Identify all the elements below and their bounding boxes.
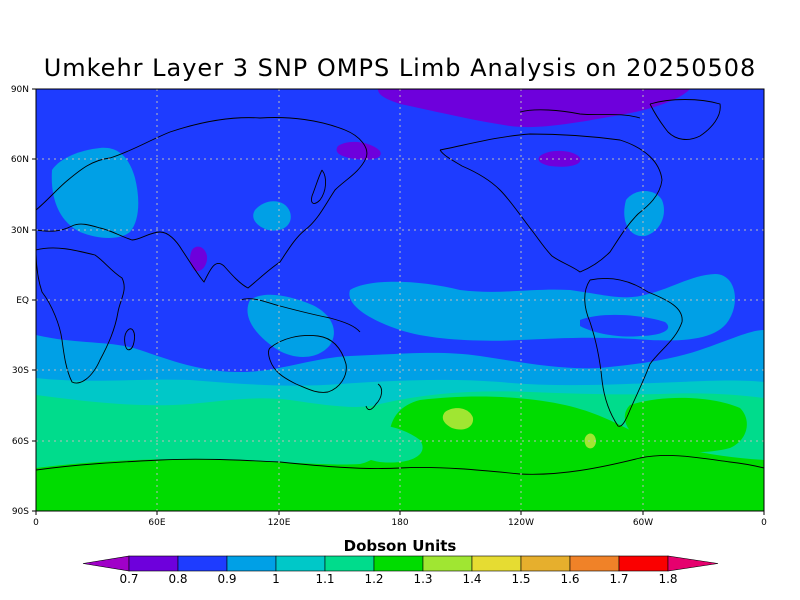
colorbar-title: Dobson Units [343,537,457,555]
colorbar-level-label: 1.5 [511,572,530,586]
lat-tick-label: 30N [11,226,29,236]
colorbar-level-label: 1.3 [413,572,432,586]
colorbar-swatch [226,555,277,572]
lon-tick-label: 120E [268,518,291,528]
coast-greenland [649,99,721,140]
colorbar-swatch [373,555,424,572]
contour-tropical-west [247,294,334,357]
coast-north-america [439,133,663,273]
map-grid [36,89,764,511]
contour-west-atlantic [624,191,665,237]
colorbar-level-label: 1.1 [315,572,334,586]
colorbar-swatch [569,555,620,572]
colorbar-swatch [275,555,326,572]
contour-bering-min [336,141,381,160]
contour-1.2-1.3-atlantic [624,397,747,453]
lat-tick-label: 60S [12,437,29,447]
coast-new-zealand [365,383,383,411]
colorbar-swatch [520,555,571,572]
colorbar-swatch [324,555,375,572]
colorbar-level-label: 1.2 [364,572,383,586]
colorbar-swatch [618,555,669,572]
lat-tick-label: 30S [12,366,29,376]
contour-1.3-1.4-max [442,408,474,430]
colorbar-labels: 0.7 0.8 0.9 1 1.1 1.2 1.3 1.4 1.5 1.6 1.7 1.8 [119,572,677,586]
colorbar-max-arrow [667,555,719,572]
lat-tick-label: 90S [12,507,29,517]
lon-tick-label: 0 [33,518,39,528]
lon-tick-label: 120W [508,518,534,528]
contour-india-min [189,246,208,272]
coast-europe-asia [36,117,368,289]
lat-tick-label: EQ [16,296,29,306]
coast-south-america [584,278,683,427]
coast-australia [268,335,347,393]
chart-title: Umkehr Layer 3 SNP OMPS Limb Analysis on… [43,54,757,82]
colorbar-level-label: 0.7 [119,572,138,586]
coast-africa [36,247,125,384]
colorbar-swatch [422,555,473,572]
colorbar-level-label: 0.8 [168,572,187,586]
contour-south-pacific-dip [580,314,669,337]
coast-japan [311,169,327,204]
colorbar-swatch [471,555,522,572]
contour-arctic-min [378,89,690,128]
colorbar-level-label: 1.6 [560,572,579,586]
colorbar-level-label: 0.9 [217,572,236,586]
lon-tick-label: 180 [391,518,408,528]
colorbar-level-label: 1 [272,572,280,586]
lat-tick-label: 60N [11,155,29,165]
colorbar-level-label: 1.8 [658,572,677,586]
colorbar-boxes [82,555,719,572]
lon-tick-label: 60W [633,518,653,528]
coast-arctic-islands [519,109,641,119]
contour-1.3-1.4-small [584,433,596,449]
lat-tick-label: 90N [11,85,29,95]
coast-antarctica [36,455,764,475]
contour-europe [51,147,139,238]
contour-east-china [253,201,291,231]
lon-tick-label: 0 [761,518,767,528]
colorbar-min-arrow [82,555,130,572]
colorbar-level-label: 1.7 [609,572,628,586]
colorbar-swatch [128,555,179,572]
contour-1.1-1.2-pocket [346,424,423,463]
tick-marks [32,88,765,515]
colorbar-level-label: 1.4 [462,572,481,586]
colorbar-swatch [177,555,228,572]
lon-tick-label: 60E [148,518,165,528]
coast-madagascar [124,328,135,351]
